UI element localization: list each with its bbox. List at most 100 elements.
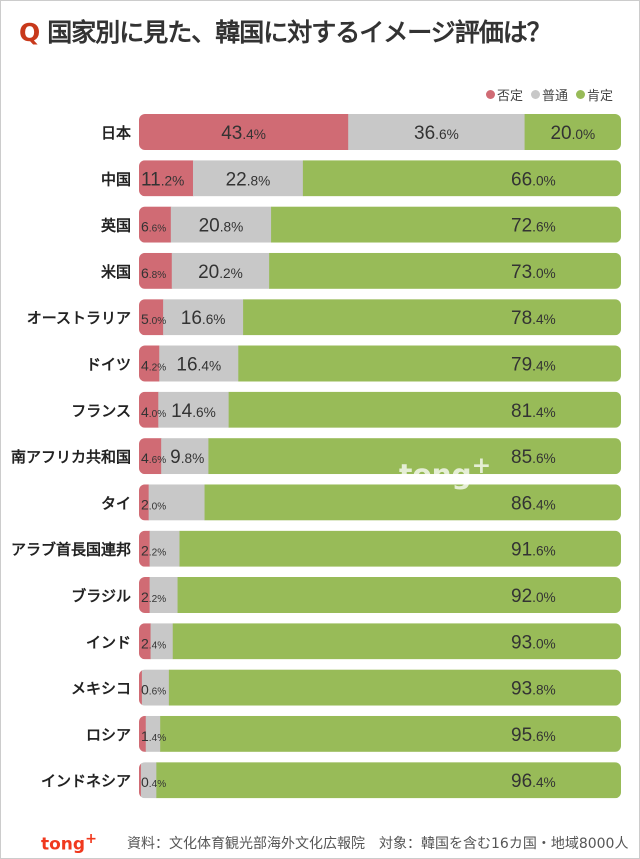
bar-neutral xyxy=(148,484,206,521)
bar-neutral xyxy=(149,577,179,613)
data-label: 43.4% xyxy=(221,123,266,144)
bar-neutral xyxy=(171,252,270,289)
bar-negative xyxy=(139,577,151,613)
category-label: タイ xyxy=(101,494,131,512)
category-label: 米国 xyxy=(101,263,131,281)
data-label: 16.6% xyxy=(181,308,226,329)
category-label: インド xyxy=(86,633,131,651)
category-label: 英国 xyxy=(101,217,131,235)
data-label: 93.8% xyxy=(511,679,556,700)
category-label: メキシコ xyxy=(71,680,131,698)
legend-item-negative: 否定 xyxy=(485,85,523,104)
bar-negative xyxy=(139,530,151,567)
bar-positive xyxy=(228,391,621,428)
bar-neutral xyxy=(150,623,174,660)
category-label: 日本 xyxy=(101,124,131,142)
data-label: 79.4% xyxy=(511,355,556,376)
bar-positive xyxy=(156,762,621,799)
bar-negative xyxy=(139,345,160,382)
bar-neutral xyxy=(141,669,170,706)
data-label: 85.6% xyxy=(511,447,556,468)
data-label: 9.8% xyxy=(170,447,204,468)
legend-label: 肯定 xyxy=(586,89,613,104)
data-label: 20.0% xyxy=(550,123,595,144)
data-label: 6.8% xyxy=(141,265,166,281)
category-label: アラブ首長国連邦 xyxy=(11,541,131,559)
data-label: 73.0% xyxy=(511,262,556,283)
data-label: 2.2% xyxy=(141,543,166,559)
data-label: 96.4% xyxy=(511,771,556,792)
data-label: 0.4% xyxy=(141,774,166,790)
legend-label: 普通 xyxy=(541,89,568,104)
bar-neutral xyxy=(159,345,239,382)
bar-negative xyxy=(139,623,152,660)
legend-swatch xyxy=(530,90,540,99)
legend-label: 否定 xyxy=(496,89,523,104)
chart-title: Q 国家別に見た、韓国に対するイメージ評価は？ xyxy=(19,13,552,49)
bar-positive xyxy=(168,669,621,706)
category-label: オーストラリア xyxy=(27,309,131,327)
footer-logo: tong+ xyxy=(41,831,97,855)
bar-positive xyxy=(204,484,621,521)
bar-negative xyxy=(139,252,173,289)
bar-neutral xyxy=(163,299,244,336)
data-label: 20.8% xyxy=(199,216,244,237)
data-label: 4.6% xyxy=(141,450,166,466)
title-prefix: Q xyxy=(19,18,40,47)
bar-positive xyxy=(524,114,621,150)
bar-negative xyxy=(139,299,164,336)
bar-neutral xyxy=(161,438,209,475)
data-label: 11.2% xyxy=(141,169,184,190)
legend-swatch xyxy=(485,90,495,99)
bar-positive xyxy=(302,160,621,197)
data-label: 14.6% xyxy=(171,401,216,422)
bar-negative xyxy=(139,160,194,197)
bar-neutral xyxy=(170,206,272,243)
bar-neutral xyxy=(140,762,157,799)
bar-negative xyxy=(139,484,150,521)
bar-neutral xyxy=(158,391,230,428)
data-label: 4.0% xyxy=(141,404,166,420)
data-label: 72.6% xyxy=(511,216,556,237)
data-label: 1.4% xyxy=(141,728,166,744)
category-label: ドイツ xyxy=(86,356,131,374)
data-label: 86.4% xyxy=(511,493,556,514)
data-label: 0.6% xyxy=(141,682,166,698)
data-label: 2.4% xyxy=(141,635,166,651)
data-label: 92.0% xyxy=(511,586,556,607)
source-note: 資料：文化体育観光部海外文化広報院 対象：韓国を含む16カ国・地域8000人 xyxy=(127,836,629,852)
category-label: インドネシア xyxy=(41,772,131,790)
data-label: 93.0% xyxy=(511,632,556,653)
bar-positive xyxy=(172,623,621,660)
title-text: 国家別に見た、韓国に対するイメージ評価は？ xyxy=(47,18,552,47)
bar-neutral xyxy=(149,530,180,567)
bar-negative xyxy=(139,762,142,799)
bar-positive xyxy=(177,577,621,613)
bar-negative xyxy=(139,391,159,428)
data-label: 81.4% xyxy=(511,401,556,422)
bar-negative xyxy=(139,438,162,475)
category-label: 中国 xyxy=(101,170,131,188)
bar-negative xyxy=(139,669,143,706)
data-label: 4.2% xyxy=(141,358,166,374)
bar-positive xyxy=(160,715,621,752)
category-label: フランス xyxy=(71,402,131,420)
bar-negative xyxy=(139,114,349,150)
data-label: 20.2% xyxy=(198,262,243,283)
category-label: 南アフリカ共和国 xyxy=(11,448,131,466)
bar-neutral xyxy=(348,114,526,150)
data-label: 2.2% xyxy=(141,589,166,605)
watermark-logo: tong+ xyxy=(399,451,492,491)
data-label: 22.8% xyxy=(226,169,271,190)
bar-positive xyxy=(269,252,621,289)
bar-positive xyxy=(271,206,621,243)
bar-neutral xyxy=(192,160,304,197)
data-label: 2.0% xyxy=(141,496,166,512)
data-label: 5.0% xyxy=(141,311,166,327)
data-label: 36.6% xyxy=(414,123,459,144)
legend: 否定 普通 肯定 xyxy=(485,85,613,104)
bar-positive xyxy=(208,438,621,475)
data-label: 16.4% xyxy=(176,355,221,376)
